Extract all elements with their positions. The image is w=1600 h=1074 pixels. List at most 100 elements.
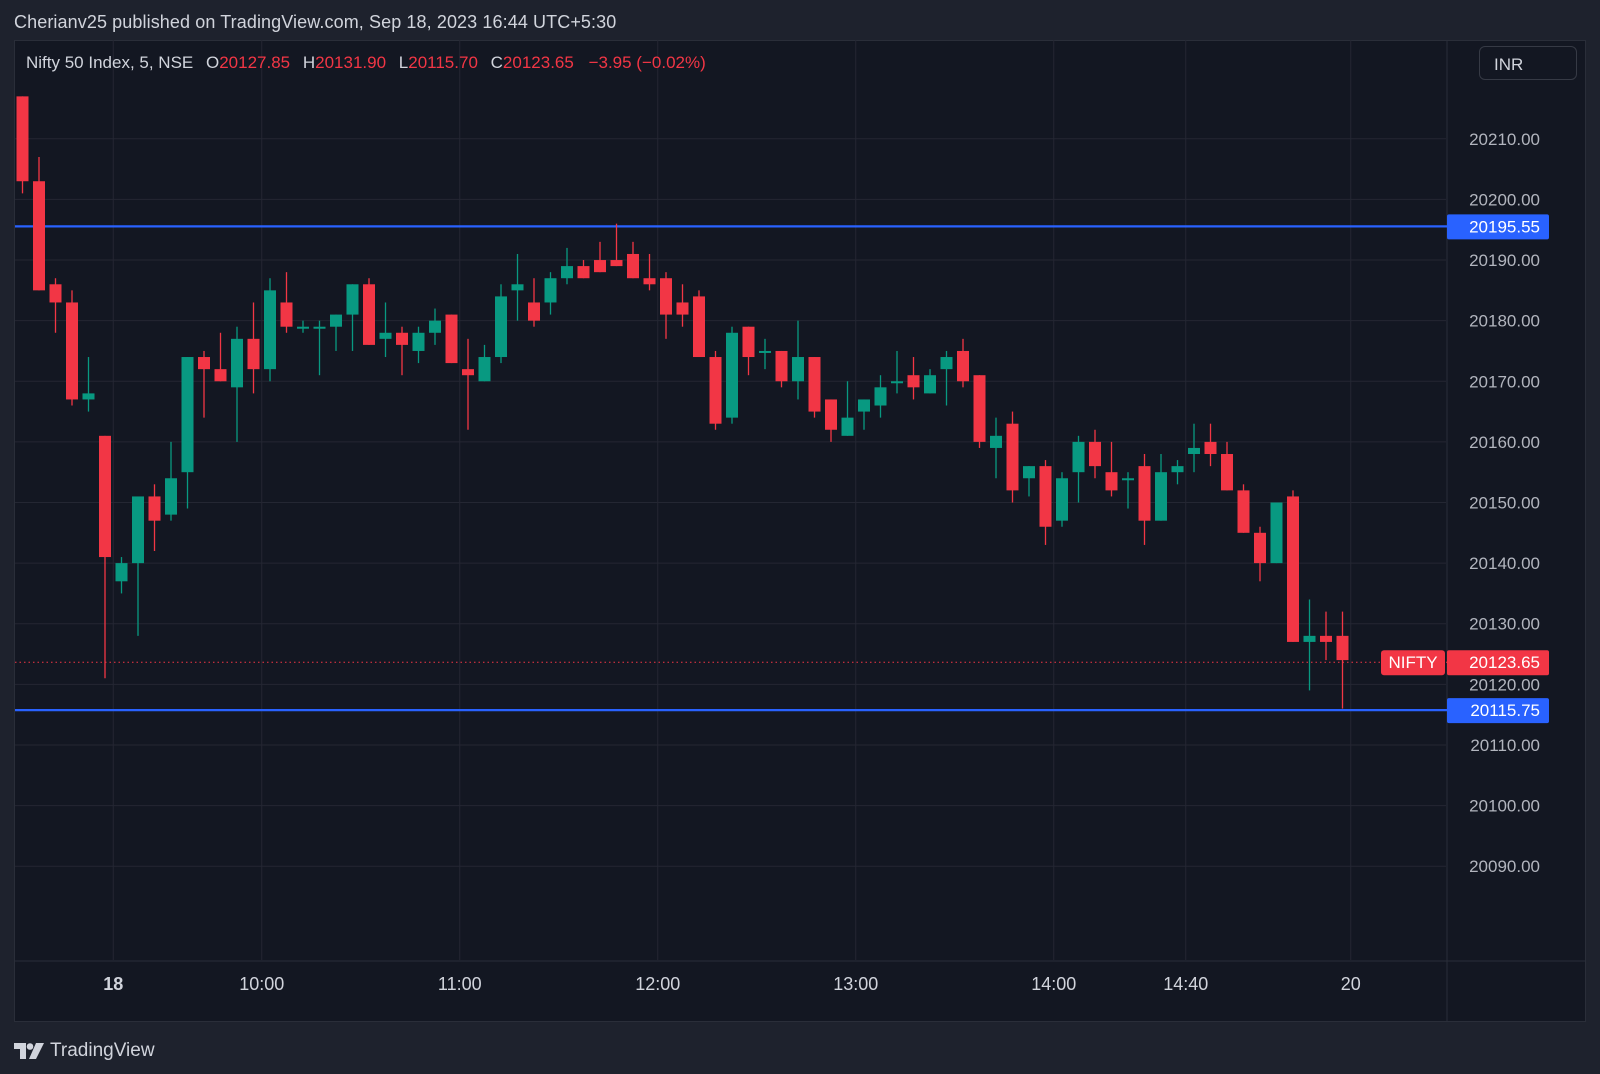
- candle: [528, 278, 540, 327]
- candle-body: [1138, 466, 1151, 521]
- candle: [907, 357, 920, 400]
- candle-body: [1122, 478, 1134, 481]
- candle-body: [313, 326, 326, 329]
- candle: [660, 272, 672, 339]
- candle: [1171, 460, 1184, 485]
- candle: [1237, 484, 1250, 533]
- time-tick-label: 14:40: [1163, 974, 1208, 994]
- candle-body: [544, 278, 557, 303]
- candle: [214, 332, 227, 382]
- candle: [594, 241, 606, 273]
- candle: [1039, 460, 1052, 545]
- candle: [709, 350, 722, 430]
- currency-button[interactable]: INR: [1479, 46, 1577, 80]
- footer-brand: TradingView: [50, 1040, 155, 1061]
- candle: [247, 302, 260, 394]
- candle-body: [610, 260, 623, 267]
- price-axis: 20090.00 20100.00 20110.00 20120.00 20130.00…: [1469, 130, 1540, 876]
- time-tick-label: 18: [103, 974, 123, 994]
- candle-body: [82, 393, 95, 400]
- candle-body: [148, 496, 161, 521]
- open-value: 20127.85: [219, 53, 291, 72]
- last-price-tag: [1447, 650, 1549, 676]
- candle-body: [907, 375, 920, 388]
- price-tick-label: 20180.00: [1469, 312, 1540, 331]
- candle-body: [973, 375, 986, 442]
- price-tick-label: 20190.00: [1469, 251, 1540, 270]
- candle-body: [1320, 635, 1332, 642]
- candle: [181, 357, 194, 509]
- candle: [16, 96, 29, 194]
- candle: [841, 381, 854, 436]
- candle-body: [363, 284, 375, 345]
- price-tick-label: 20120.00: [1469, 675, 1540, 694]
- grid-lines: [15, 40, 1585, 1021]
- candle-body: [742, 326, 755, 358]
- candle: [1138, 454, 1151, 545]
- price-tick-label: 20160.00: [1469, 433, 1540, 452]
- candle-body: [297, 326, 309, 329]
- candle-body: [1006, 423, 1019, 491]
- candle-body: [676, 302, 689, 315]
- price-tick-label: 20200.00: [1469, 190, 1540, 209]
- price-tick-label: 20090.00: [1469, 857, 1540, 876]
- candle: [627, 241, 639, 279]
- candle-body: [115, 563, 128, 582]
- candle-body: [429, 320, 441, 333]
- candle: [511, 253, 524, 321]
- candle-body: [396, 332, 408, 345]
- candle-body: [379, 332, 392, 339]
- candle-body: [759, 350, 771, 353]
- footer-logo[interactable]: TradingView: [14, 1040, 155, 1062]
- candle-body: [891, 381, 903, 384]
- candle-body: [231, 338, 243, 388]
- candle: [297, 320, 309, 333]
- candle-body: [1303, 635, 1316, 642]
- time-tick-label: 10:00: [239, 974, 284, 994]
- level-price-label: 20195.55: [1469, 217, 1540, 236]
- candle-body: [561, 266, 573, 279]
- candle: [429, 308, 441, 345]
- candles: [16, 96, 1349, 709]
- time-tick-label: 20: [1341, 974, 1361, 994]
- candle: [264, 278, 276, 382]
- candle-body: [577, 266, 590, 279]
- candle-body: [924, 375, 936, 394]
- candle: [33, 156, 45, 291]
- candle: [1072, 435, 1085, 503]
- candle-body: [709, 357, 722, 424]
- candle-body: [511, 284, 524, 291]
- candle-body: [1171, 466, 1184, 473]
- candle: [66, 290, 78, 406]
- symbol-title[interactable]: Nifty 50 Index, 5, NSE: [26, 53, 194, 72]
- price-labels: 20195.55 20115.75 NIFTY 20123.65: [1381, 214, 1549, 724]
- candle-body: [825, 399, 837, 430]
- candle-body: [1204, 441, 1217, 455]
- candle: [231, 326, 243, 442]
- candle-body: [1039, 466, 1052, 527]
- candle-body: [1089, 441, 1101, 467]
- candle-body: [1072, 441, 1085, 473]
- candle: [412, 326, 425, 364]
- candle-body: [528, 302, 540, 321]
- price-tick-label: 20110.00: [1470, 736, 1540, 755]
- tradingview-logo-icon: [14, 1043, 44, 1059]
- candle: [1287, 490, 1299, 642]
- candle-body: [198, 357, 210, 370]
- candle: [148, 484, 161, 551]
- time-axis: 18 10:00 11:00 12:00 13:00 14:00 14:40 20: [103, 974, 1361, 994]
- symbol-tag: [1381, 650, 1445, 676]
- candle-body: [66, 302, 78, 400]
- candle-body: [990, 435, 1002, 448]
- candle-body: [874, 387, 887, 406]
- candle: [759, 338, 771, 370]
- candle: [1105, 441, 1118, 497]
- candle: [676, 284, 689, 327]
- high-value: 20131.90: [315, 53, 387, 72]
- candle-body: [346, 284, 359, 315]
- candle: [544, 272, 557, 315]
- candle: [775, 350, 788, 388]
- close-key: C: [490, 53, 503, 72]
- low-value: 20115.70: [408, 53, 478, 72]
